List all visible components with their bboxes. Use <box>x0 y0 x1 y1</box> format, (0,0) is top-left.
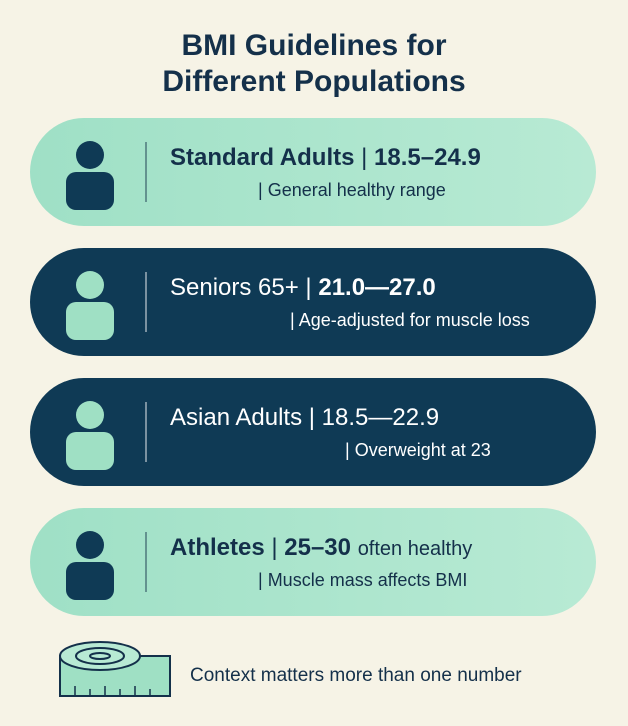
card: Asian Adults | 18.5—22.9 | Overweight at… <box>30 378 596 486</box>
title-line: Different Populations <box>162 65 466 98</box>
card-range: 18.5–24.9 <box>374 144 481 171</box>
card-qualifier: often healthy <box>357 538 473 560</box>
card: Standard Adults | 18.5–24.9 | General he… <box>30 118 596 226</box>
tape-icon <box>59 641 171 697</box>
card-name: Standard Adults <box>170 144 355 171</box>
card-range: 18.5—22.9 <box>321 404 440 431</box>
card-range: 25–30 <box>284 534 352 561</box>
card: Seniors 65+ | 21.0—27.0 | Age-adjusted f… <box>30 248 596 356</box>
person-icon <box>66 141 114 210</box>
person-icon <box>66 401 114 470</box>
footer: Context matters more than one number <box>190 665 522 686</box>
card-note: General healthy range <box>267 180 446 200</box>
card-note: Overweight at 23 <box>354 440 491 460</box>
card-name: Asian Adults <box>170 404 303 431</box>
title-line: BMI Guidelines for <box>181 29 447 62</box>
card-name: Athletes <box>170 534 265 561</box>
card: Athletes | 25–30 often healthy | Muscle … <box>30 508 596 616</box>
person-icon <box>66 271 114 340</box>
person-icon <box>66 531 114 600</box>
card-name: Seniors 65+ <box>170 274 299 301</box>
card-note: Age-adjusted for muscle loss <box>298 310 530 330</box>
card-note: Muscle mass affects BMI <box>267 570 468 590</box>
card-range: 21.0—27.0 <box>318 274 436 301</box>
